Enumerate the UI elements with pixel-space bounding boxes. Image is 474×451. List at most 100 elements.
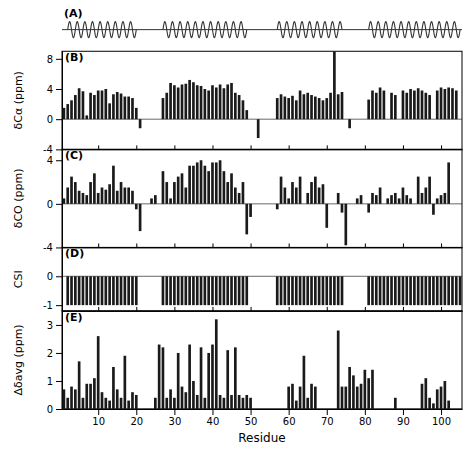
bar — [146, 119, 149, 120]
x-tick — [365, 307, 366, 311]
bar — [78, 88, 81, 119]
bar — [447, 401, 450, 409]
bar — [112, 166, 115, 204]
bar — [337, 94, 340, 119]
bar — [405, 276, 408, 305]
bar — [356, 119, 359, 120]
bar — [78, 361, 81, 409]
bar — [85, 115, 88, 119]
bar — [421, 384, 424, 409]
bar — [284, 409, 287, 410]
x-tick-mark — [251, 145, 252, 149]
x-tick-mark — [136, 409, 137, 415]
bar — [424, 276, 427, 305]
x-axis: 102030405060708090100 — [63, 409, 463, 427]
bar — [268, 409, 271, 410]
bar — [356, 387, 359, 409]
helix — [68, 22, 137, 38]
bar — [394, 193, 397, 204]
bar — [226, 276, 229, 305]
x-tick-mark — [403, 307, 404, 311]
bar — [303, 356, 306, 409]
x-tick-mark — [174, 145, 175, 149]
x-tick: 70 — [321, 409, 334, 427]
bar — [333, 51, 336, 119]
x-tick — [289, 243, 290, 247]
bar — [322, 184, 325, 204]
bar — [257, 409, 260, 410]
bar — [139, 276, 142, 277]
plot-frame — [62, 247, 462, 310]
x-tick-mark — [136, 243, 137, 247]
bar — [264, 203, 267, 204]
bar — [394, 276, 397, 305]
bar — [261, 203, 264, 204]
bar — [192, 381, 195, 409]
y-axis: 0123 — [47, 311, 63, 414]
bar — [348, 276, 351, 277]
bar — [344, 119, 347, 120]
bar — [421, 193, 424, 204]
bar — [402, 409, 405, 410]
bar — [413, 91, 416, 120]
y-tick: -1 — [43, 300, 62, 311]
x-tick — [212, 243, 213, 247]
bar — [444, 193, 447, 204]
bar — [447, 162, 450, 203]
bar — [348, 203, 351, 204]
bar — [127, 276, 130, 305]
bar — [200, 86, 203, 119]
y-tick: 4 — [47, 84, 62, 95]
bar — [413, 276, 416, 305]
bar — [135, 276, 138, 305]
bar — [322, 276, 325, 305]
bar — [257, 119, 260, 138]
bar — [116, 389, 119, 409]
bar — [219, 160, 222, 204]
bar — [177, 177, 180, 204]
plot-frame — [62, 311, 462, 409]
x-tick — [403, 145, 404, 149]
bar — [215, 87, 218, 119]
x-tick — [174, 243, 175, 247]
bar — [104, 89, 107, 119]
bar — [310, 95, 313, 119]
bar — [341, 92, 344, 119]
bar — [341, 204, 344, 213]
bar — [375, 409, 378, 410]
y-tick-label: -1 — [43, 300, 53, 311]
bars — [62, 51, 462, 138]
x-tick — [136, 307, 137, 311]
bar — [348, 119, 351, 128]
bar — [63, 198, 66, 203]
bar — [169, 83, 172, 119]
bar — [303, 276, 306, 305]
bar — [303, 203, 306, 204]
bar — [436, 389, 439, 409]
bar — [89, 276, 92, 305]
bar — [291, 182, 294, 204]
bar — [306, 276, 309, 305]
x-tick-mark — [251, 409, 252, 415]
bar — [276, 204, 279, 209]
x-tick-mark — [441, 145, 442, 149]
y-tick: 0 — [47, 199, 62, 210]
x-tick-mark — [327, 307, 328, 311]
bar — [253, 276, 256, 277]
bar — [169, 276, 172, 305]
plot-frame — [62, 51, 462, 149]
bar — [402, 188, 405, 204]
bar — [291, 96, 294, 119]
bar — [207, 353, 210, 409]
bar — [276, 409, 279, 410]
bar — [112, 276, 115, 305]
x-tick-mark — [98, 145, 99, 149]
bar — [436, 198, 439, 203]
bar — [66, 188, 69, 204]
bar — [146, 203, 149, 204]
bar — [360, 119, 363, 120]
bar — [165, 276, 168, 305]
x-tick — [251, 243, 252, 247]
bar — [455, 203, 458, 204]
bar — [70, 387, 73, 409]
